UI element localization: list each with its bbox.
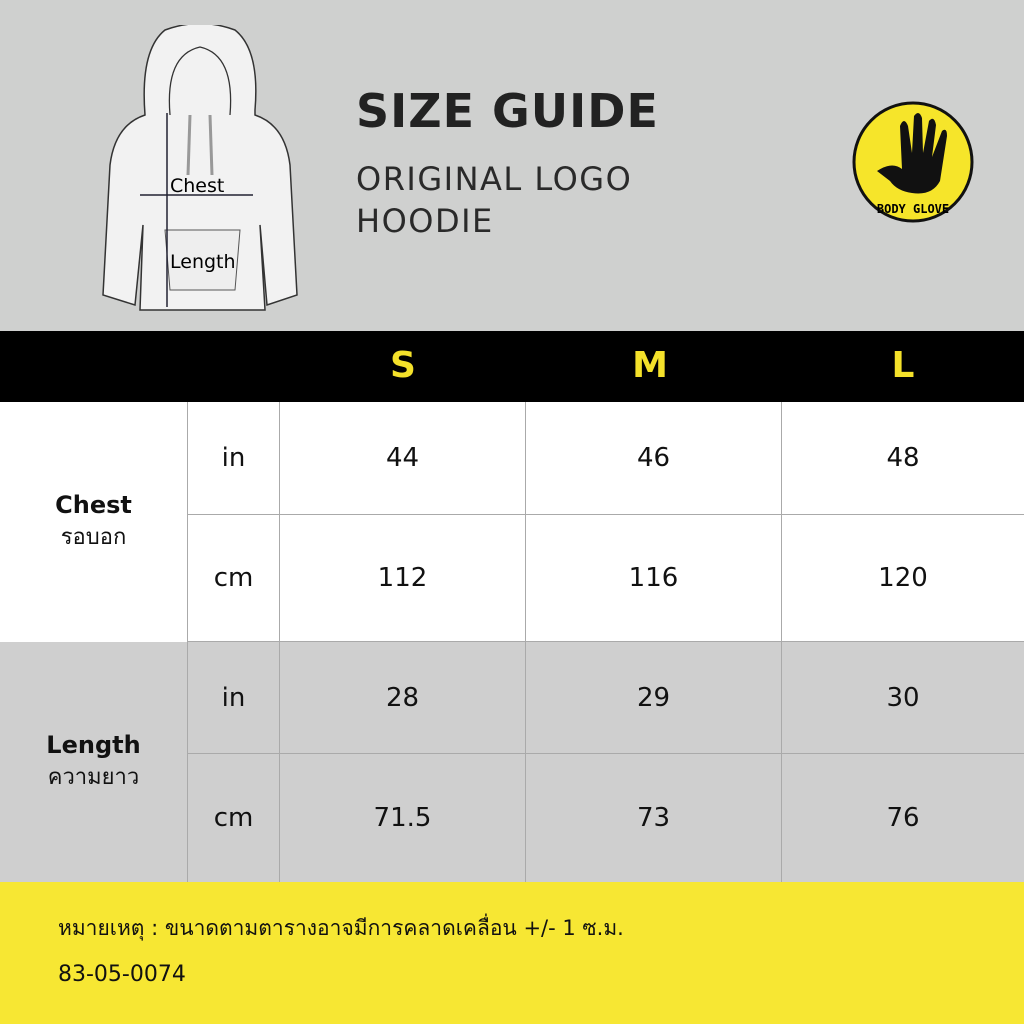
size-s: S	[390, 345, 416, 386]
value-cell: 29	[526, 642, 782, 754]
page-title: SIZE GUIDE	[356, 84, 659, 138]
footer: หมายเหตุ : ขนาดตามตารางอาจมีการคลาดเคลื่…	[0, 882, 1024, 1024]
value-cell: 48	[782, 402, 1024, 515]
header: Chest Length SIZE GUIDE ORIGINAL LOGO HO…	[0, 0, 1024, 331]
footer-note: หมายเหตุ : ขนาดตามตารางอาจมีการคลาดเคลื่…	[58, 916, 624, 940]
label-th: ความยาว	[47, 764, 140, 790]
svg-text:BODY GLOVE: BODY GLOVE	[877, 202, 949, 216]
value-cell: 73	[526, 754, 782, 882]
body-glove-logo: BODY GLOVE	[852, 101, 974, 223]
product-code: 83-05-0074	[58, 962, 186, 987]
length-label: Length	[170, 251, 236, 273]
group-label-length: Length ความยาว	[0, 642, 188, 882]
value-cell: 76	[886, 803, 920, 833]
size-m: M	[632, 345, 668, 386]
size-header-row: S M L	[0, 331, 1024, 402]
value-cell: 44	[280, 402, 526, 515]
hoodie-diagram: Chest Length	[102, 25, 298, 311]
group-label-chest: Chest รอบอก	[0, 402, 188, 642]
unit-cell: cm	[188, 515, 280, 642]
unit-cell: cm	[188, 754, 280, 882]
size-l: L	[891, 345, 915, 386]
label-th: รอบอก	[60, 524, 127, 550]
value-cell: 30	[782, 642, 1024, 754]
unit-cell: in	[188, 402, 280, 515]
label-en: Length	[46, 730, 141, 759]
unit-cell: in	[188, 642, 280, 754]
value-cell: 71.5	[280, 754, 526, 882]
value-cell: 112	[280, 515, 526, 642]
product-name: ORIGINAL LOGO HOODIE	[356, 160, 633, 240]
value-cell: 120	[782, 515, 1024, 642]
label-en: Chest	[55, 490, 132, 519]
value-cell: 46	[526, 402, 782, 515]
chest-label: Chest	[170, 175, 224, 197]
value-cell: 116	[526, 515, 782, 642]
value-cell: 28	[280, 642, 526, 754]
